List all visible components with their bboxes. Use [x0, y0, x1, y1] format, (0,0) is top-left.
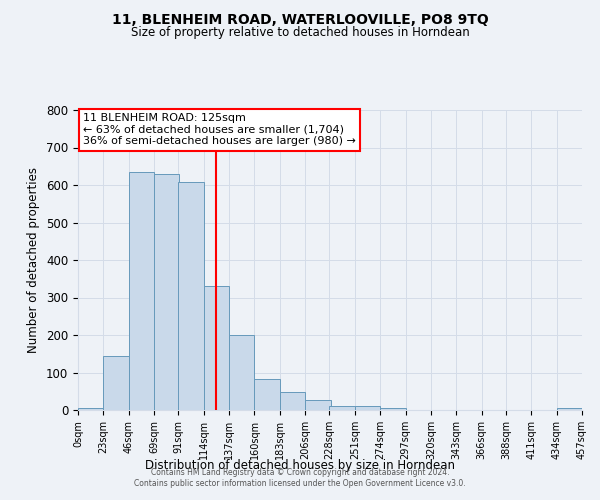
- Bar: [154, 174, 179, 410]
- Bar: [254, 378, 280, 410]
- Bar: [78, 408, 103, 410]
- Bar: [280, 392, 305, 410]
- Text: Contains HM Land Registry data © Crown copyright and database right 2024.
Contai: Contains HM Land Registry data © Crown c…: [134, 468, 466, 487]
- Text: 11, BLENHEIM ROAD, WATERLOOVILLE, PO8 9TQ: 11, BLENHEIM ROAD, WATERLOOVILLE, PO8 9T…: [112, 12, 488, 26]
- Bar: [178, 182, 204, 410]
- Bar: [355, 406, 380, 410]
- Bar: [557, 408, 582, 410]
- Bar: [329, 406, 355, 410]
- Text: 11 BLENHEIM ROAD: 125sqm
← 63% of detached houses are smaller (1,704)
36% of sem: 11 BLENHEIM ROAD: 125sqm ← 63% of detach…: [83, 113, 356, 146]
- Bar: [129, 172, 154, 410]
- Bar: [305, 400, 331, 410]
- Y-axis label: Number of detached properties: Number of detached properties: [28, 167, 40, 353]
- Bar: [229, 336, 254, 410]
- Bar: [204, 286, 229, 410]
- Bar: [380, 408, 406, 410]
- Text: Distribution of detached houses by size in Horndean: Distribution of detached houses by size …: [145, 458, 455, 471]
- Text: Size of property relative to detached houses in Horndean: Size of property relative to detached ho…: [131, 26, 469, 39]
- Bar: [103, 356, 129, 410]
